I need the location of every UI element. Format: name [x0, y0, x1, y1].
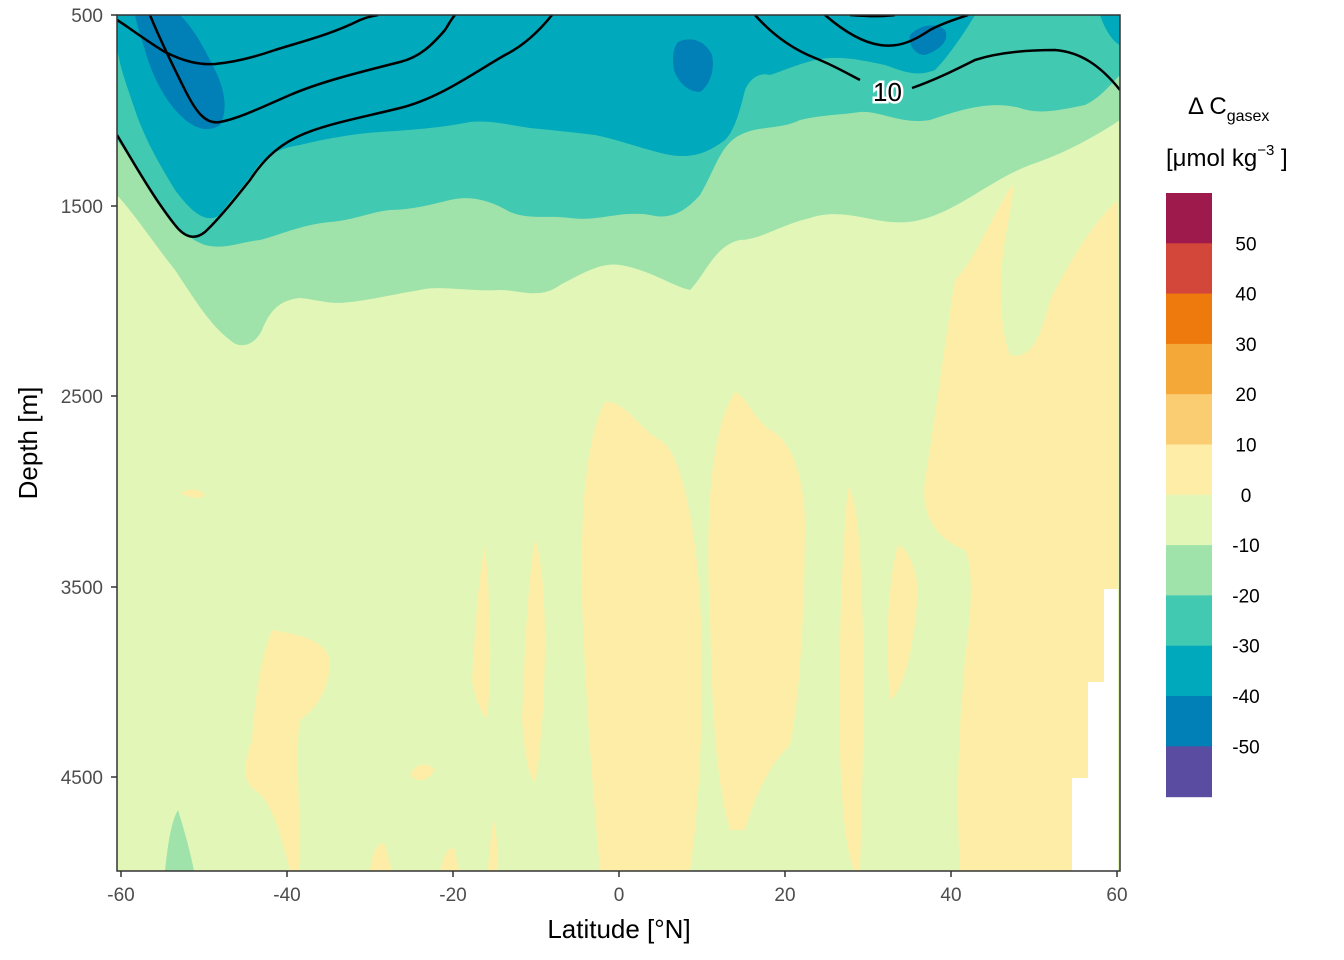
x-axis: -60 -40 -20 0 20 40 60 — [107, 871, 1128, 906]
fill-band-minus40-minus30-east — [1100, 15, 1120, 45]
legend-color-swatch — [1166, 595, 1212, 647]
x-tick-label: 20 — [774, 885, 795, 906]
contour-line-6 — [824, 15, 969, 47]
contour-line-5 — [911, 48, 1120, 91]
legend-break-label: 10 — [1235, 436, 1256, 457]
legend-color-swatch — [1166, 394, 1212, 446]
legend-units-main: [μmol kg — [1166, 145, 1257, 172]
x-axis-title: Latitude [°N] — [547, 914, 690, 944]
legend-break-label: 50 — [1235, 234, 1256, 255]
y-tick-label: 3500 — [61, 578, 103, 599]
legend-color-swatch — [1166, 746, 1212, 798]
y-tick-label: 500 — [71, 6, 103, 27]
y-tick-label: 4500 — [61, 768, 103, 789]
legend-color-swatch — [1166, 243, 1212, 295]
legend-break-label: -40 — [1232, 687, 1259, 708]
legend-break-label: 0 — [1241, 486, 1252, 507]
x-tick-label: -40 — [273, 885, 300, 906]
legend-break-label: -20 — [1232, 586, 1259, 607]
legend-title-subscript: gasex — [1227, 108, 1270, 125]
contour-line-3 — [117, 15, 379, 66]
y-tick-label: 1500 — [61, 197, 103, 218]
fill-band-0-10 — [180, 185, 1118, 871]
x-tick-label: -60 — [107, 885, 134, 906]
legend-units-superscript: −3 — [1257, 142, 1274, 159]
legend-break-label: 20 — [1235, 385, 1256, 406]
legend-title-main: Δ C — [1188, 93, 1227, 120]
legend: Δ Cgasex [μmol kg−3 ] 50 40 30 20 10 0 -10 -20 -… — [1166, 93, 1288, 798]
contour-line-1 — [117, 15, 553, 238]
no-data-region — [1072, 589, 1118, 871]
legend-break-label: -50 — [1232, 737, 1259, 758]
legend-units-end: ] — [1274, 145, 1287, 172]
legend-break-label: -30 — [1232, 637, 1259, 658]
y-tick-label: 2500 — [61, 387, 103, 408]
fill-band-minus50-minus40 — [135, 15, 947, 130]
contour-line-2 — [148, 15, 456, 124]
y-axis: 500 1500 2500 3500 4500 — [61, 6, 117, 789]
contour-fill-layers — [117, 15, 1120, 871]
legend-color-swatch — [1166, 193, 1212, 244]
legend-units: [μmol kg−3 ] — [1166, 142, 1288, 172]
x-tick-label: 60 — [1106, 885, 1127, 906]
legend-break-label: -10 — [1232, 536, 1259, 557]
legend-color-swatch — [1166, 444, 1212, 496]
legend-labels: 50 40 30 20 10 0 -10 -20 -30 -40 -50 — [1232, 234, 1259, 758]
legend-break-label: 30 — [1235, 335, 1256, 356]
y-axis-title: Depth [m] — [13, 387, 43, 500]
x-tick-label: 40 — [940, 885, 961, 906]
legend-color-swatch — [1166, 545, 1212, 596]
legend-color-swatch — [1166, 343, 1212, 395]
contour-line-4 — [754, 15, 861, 82]
fill-band-minus20-minus10-bottom — [165, 810, 194, 871]
contour-label: 10 — [873, 77, 902, 107]
legend-color-swatch — [1166, 494, 1212, 546]
legend-color-swatch — [1166, 696, 1212, 747]
fill-band-minus40-minus30 — [117, 15, 975, 219]
legend-color-swatch — [1166, 645, 1212, 697]
legend-title: Δ Cgasex — [1188, 93, 1269, 125]
x-tick-label: 0 — [614, 885, 625, 906]
x-tick-label: -20 — [439, 885, 466, 906]
legend-break-label: 40 — [1235, 285, 1256, 306]
legend-colorbar — [1166, 193, 1212, 798]
legend-color-swatch — [1166, 293, 1212, 345]
